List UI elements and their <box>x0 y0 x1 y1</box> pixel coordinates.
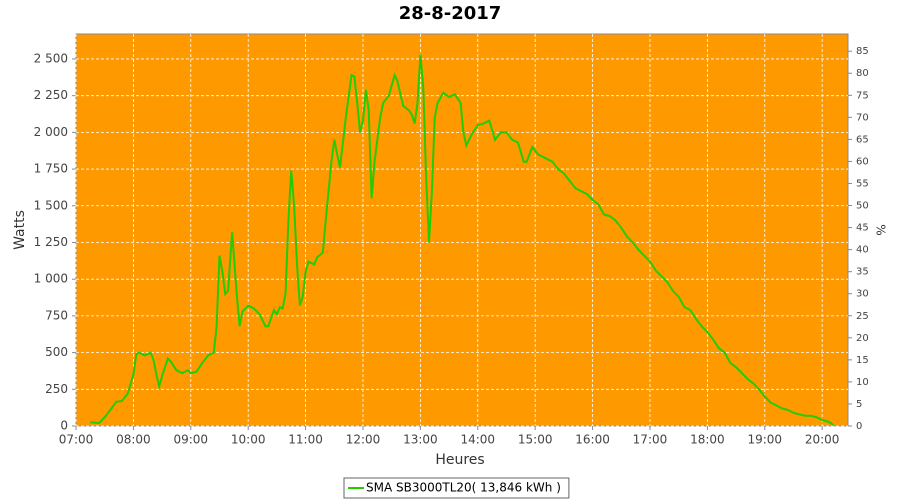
y-tick-label: 1 500 <box>34 198 68 212</box>
x-tick-label: 15:00 <box>518 433 553 447</box>
y-tick-label: 2 250 <box>34 88 68 102</box>
y-tick-label: 1 750 <box>34 162 68 176</box>
y-tick-label: 1 250 <box>34 235 68 249</box>
y2-tick-label: 70 <box>856 112 869 123</box>
y-tick-label: 2 500 <box>34 51 68 65</box>
y2-tick-label: 15 <box>856 355 869 366</box>
y2-tick-label: 80 <box>856 68 869 79</box>
x-tick-label: 12:00 <box>346 433 381 447</box>
x-tick-label: 17:00 <box>633 433 668 447</box>
x-tick-label: 08:00 <box>116 433 151 447</box>
y2-tick-label: 35 <box>856 267 869 278</box>
y2-tick-label: 85 <box>856 46 869 57</box>
x-tick-label: 19:00 <box>747 433 782 447</box>
y2-tick-label: 50 <box>856 201 869 212</box>
x-tick-label: 11:00 <box>288 433 323 447</box>
y-tick-label: 500 <box>45 345 68 359</box>
x-axis-label: Heures <box>435 452 484 468</box>
y2-tick-label: 30 <box>856 289 869 300</box>
y2-tick-label: 55 <box>856 178 869 189</box>
y-tick-label: 1 000 <box>34 272 68 286</box>
legend: SMA SB3000TL20( 13,846 kWh ) <box>343 477 570 499</box>
y2-tick-label: 45 <box>856 223 869 234</box>
y2-tick-label: 65 <box>856 134 869 145</box>
y-tick-label: 750 <box>45 308 68 322</box>
y2-tick-label: 0 <box>856 421 862 432</box>
x-tick-label: 07:00 <box>59 433 94 447</box>
y2-tick-label: 75 <box>856 90 869 101</box>
y-tick-label: 250 <box>45 382 68 396</box>
legend-label: SMA SB3000TL20( 13,846 kWh ) <box>366 481 561 495</box>
plot-area <box>75 33 849 427</box>
y2-tick-label: 60 <box>856 156 869 167</box>
x-tick-label: 20:00 <box>805 433 840 447</box>
x-tick-label: 14:00 <box>460 433 495 447</box>
chart-title: 28-8-2017 <box>399 3 502 24</box>
y-axis-label: Watts <box>12 210 28 250</box>
x-tick-label: 13:00 <box>403 433 438 447</box>
data-line <box>90 54 835 427</box>
y2-tick-label: 40 <box>856 245 869 256</box>
y2-axis-label: % <box>874 224 888 235</box>
x-tick-label: 10:00 <box>231 433 266 447</box>
y-tick-label: 2 000 <box>34 125 68 139</box>
x-tick-label: 16:00 <box>575 433 610 447</box>
x-tick-label: 09:00 <box>173 433 208 447</box>
y2-tick-label: 5 <box>856 399 862 410</box>
x-tick-label: 18:00 <box>690 433 725 447</box>
y2-tick-label: 10 <box>856 377 869 388</box>
y2-tick-label: 25 <box>856 311 869 322</box>
y-tick-label: 0 <box>60 419 68 433</box>
legend-box <box>343 477 570 499</box>
y2-tick-label: 20 <box>856 333 869 344</box>
